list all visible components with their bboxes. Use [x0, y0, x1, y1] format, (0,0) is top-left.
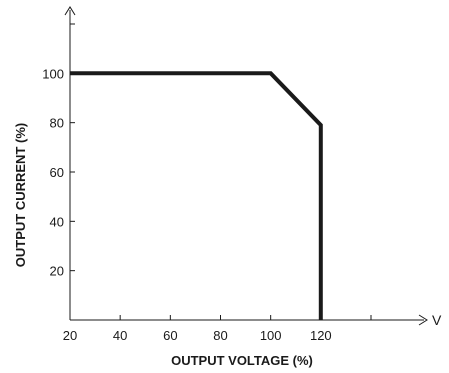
x-tick-label: 40	[113, 328, 127, 343]
x-axis-arrow-icon	[418, 314, 428, 326]
series	[70, 71, 323, 320]
y-tick-label: 100	[42, 66, 64, 81]
y-axis-title: OUTPUT CURRENT (%)	[13, 123, 28, 267]
y-tick-label: 20	[50, 264, 64, 279]
y-ticks: 20 40 60 80 100	[42, 23, 75, 279]
y-tick-label: 60	[50, 165, 64, 180]
x-tick-label: 60	[163, 328, 177, 343]
x-tick-label: 80	[213, 328, 227, 343]
y-axis-arrow-icon	[64, 6, 76, 16]
x-ticks: 20 40 60 80 100 120	[63, 315, 372, 343]
x-axis-title: OUTPUT VOLTAGE (%)	[171, 353, 313, 368]
y-tick-label: 80	[50, 116, 64, 131]
series-line	[70, 71, 323, 320]
x-tick-label: 120	[310, 328, 332, 343]
x-tick-label: 20	[63, 328, 77, 343]
y-tick-label: 40	[50, 214, 64, 229]
x-tick-label: 100	[260, 328, 282, 343]
x-unit-label: V	[432, 312, 442, 328]
